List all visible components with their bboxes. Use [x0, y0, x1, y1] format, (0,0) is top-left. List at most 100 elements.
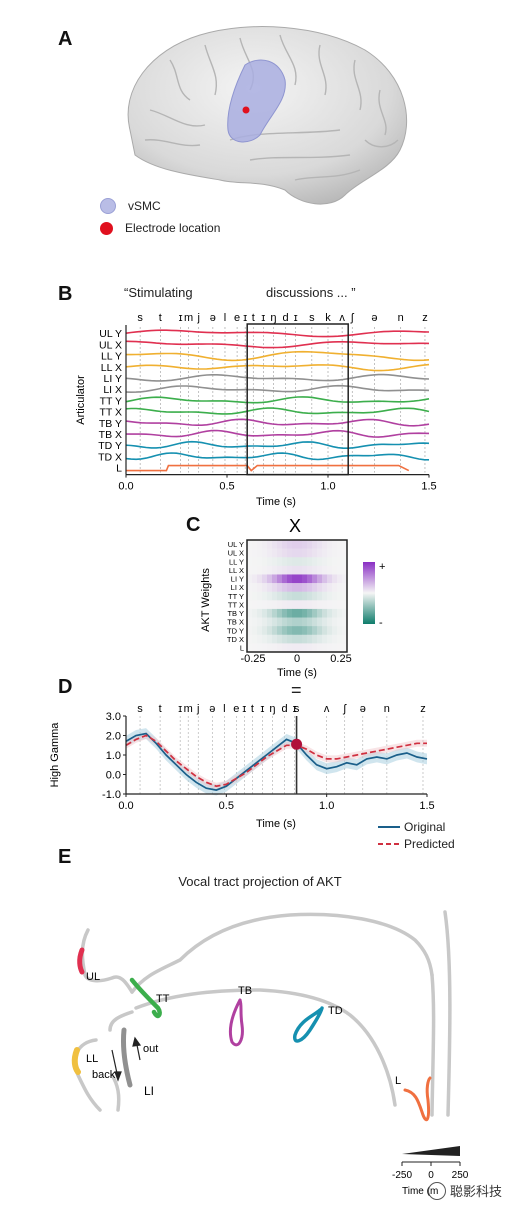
heatmap-cell	[312, 565, 318, 575]
heatmap-cell	[302, 574, 308, 584]
articulator-trace	[125, 396, 430, 404]
articulator-label: L	[116, 463, 122, 475]
colorbar-minus: -	[379, 617, 383, 629]
phoneme-b: s	[137, 312, 143, 324]
heatmap-cell	[267, 626, 273, 636]
articulator-label: LL X	[101, 362, 122, 374]
heatmap-cell	[252, 608, 258, 618]
heatmap-cell	[312, 557, 318, 567]
heatmap-cell	[307, 557, 313, 567]
heatmap-cell	[247, 600, 253, 610]
brain-illustration	[127, 26, 407, 205]
watermark-icon	[427, 1181, 446, 1200]
articulator-label: UL X	[99, 339, 122, 351]
heatmap-cell	[332, 557, 338, 567]
heatmap-cell	[342, 548, 348, 558]
heatmap-cell	[312, 574, 318, 584]
heatmap-cell	[302, 634, 308, 644]
phoneme-d: ɪ	[242, 703, 246, 715]
heatmap-cell	[282, 617, 288, 627]
heatmap-cell	[292, 600, 298, 610]
heatmap-cell	[262, 591, 268, 601]
heatmap-cell	[252, 591, 258, 601]
heatmap-cell	[287, 608, 293, 618]
phoneme-b: ə	[371, 312, 377, 324]
time-marker-dot	[291, 738, 303, 750]
time-wedge	[402, 1146, 460, 1156]
phoneme-b: l	[224, 312, 226, 324]
phoneme-b: ɪ	[179, 312, 183, 324]
heatmap-cell	[247, 583, 253, 592]
heatmap-cell	[297, 600, 303, 610]
heatmap-cell	[272, 600, 278, 610]
heatmap-cell	[337, 643, 343, 653]
heatmap-cell	[272, 557, 278, 567]
articulator-label: TT Y	[100, 395, 122, 407]
heatmap-cell	[257, 600, 263, 610]
heatmap-cell	[322, 557, 328, 567]
heatmap-cell	[297, 591, 303, 601]
phoneme-b: z	[422, 312, 428, 324]
heatmap-cell	[282, 608, 288, 618]
articulator-trace	[126, 350, 430, 362]
heatmap-cell	[277, 557, 283, 567]
heatmap-cell	[302, 600, 308, 610]
heatmap-cell	[257, 591, 263, 601]
heatmap-cell	[317, 600, 323, 610]
heatmap-cell	[262, 565, 268, 575]
legend-predicted-line	[378, 842, 400, 845]
heatmap-cell	[307, 634, 313, 644]
heatmap-cell	[342, 617, 348, 627]
phoneme-b: ɪ	[243, 312, 247, 324]
heatmap-cell	[267, 574, 273, 584]
articulator-label: UL Y	[99, 328, 122, 340]
articulator-row-labels: UL YUL XLL YLL XLI YLI XTT YTT XTB YTB X…	[98, 328, 122, 474]
phoneme-b: ŋ	[270, 312, 276, 324]
heatmap-cell	[317, 583, 323, 592]
heatmap-cell	[252, 540, 258, 549]
heatmap-cell	[312, 617, 318, 627]
legend-original-line	[378, 825, 400, 828]
heatmap-cell	[252, 617, 258, 627]
heatmap-cell	[252, 583, 258, 592]
heatmap-cell	[277, 565, 283, 575]
phoneme-d: s	[294, 703, 300, 715]
heatmap-cell	[247, 634, 253, 644]
scale-tick-pos: 250	[452, 1170, 469, 1181]
heatmap-cell	[272, 608, 278, 618]
heatmap-cell	[322, 565, 328, 575]
heatmap-cell	[322, 574, 328, 584]
heatmap-cell	[327, 540, 333, 549]
heatmap-cell	[317, 565, 323, 575]
vsmc-swatch	[100, 198, 116, 214]
heatmap-cell	[272, 565, 278, 575]
heatmap-cell	[307, 643, 313, 653]
heatmap-cell	[337, 600, 343, 610]
heatmap-cell	[262, 600, 268, 610]
heatmap-row-labels: UL YUL XLL YLL XLI YLI XTT YTT XTB YTB X…	[227, 540, 244, 652]
heatmap-cell	[282, 626, 288, 636]
heatmap-cell	[332, 626, 338, 636]
heatmap-cell	[327, 634, 333, 644]
articulator-trace	[125, 418, 430, 427]
legend-d: Original Predicted	[378, 818, 455, 852]
li-projection	[121, 1027, 133, 1088]
xlabel-b: Time (s)	[256, 496, 296, 508]
heatmap-cell	[337, 626, 343, 636]
heatmap-cell	[257, 626, 263, 636]
phoneme-b: ɪ	[261, 312, 265, 324]
phoneme-d: l	[223, 703, 225, 715]
heatmap-row-label: TB X	[227, 618, 244, 627]
heatmap-cell	[332, 565, 338, 575]
phoneme-d: t	[251, 703, 254, 715]
heatmap-cell	[257, 617, 263, 627]
heatmap-cell	[302, 591, 308, 601]
heatmap-cell	[287, 634, 293, 644]
heatmap-cell	[342, 643, 348, 653]
equals-sign: =	[291, 680, 302, 700]
heatmap-cell	[272, 626, 278, 636]
panel-letter-b: B	[58, 283, 73, 305]
heatmap-cell	[312, 583, 318, 592]
heatmap-cell	[247, 591, 253, 601]
heatmap-cell	[307, 574, 313, 584]
